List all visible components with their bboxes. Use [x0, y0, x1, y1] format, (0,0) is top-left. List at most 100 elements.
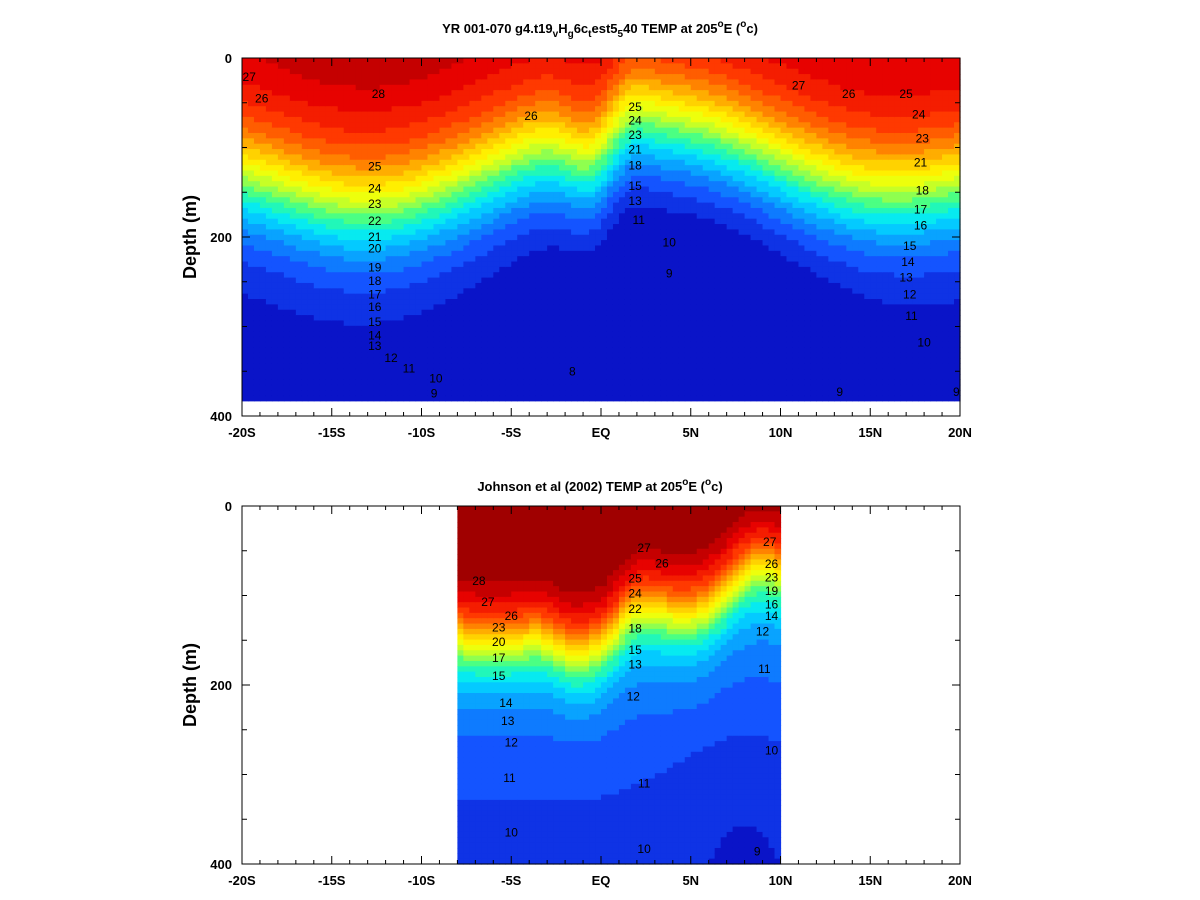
heatmap-cell — [487, 229, 494, 236]
heatmap-cell — [624, 325, 632, 332]
heatmap-cell — [553, 320, 560, 327]
heatmap-cell — [265, 315, 273, 322]
heatmap-cell — [606, 336, 614, 343]
heatmap-cell — [289, 390, 297, 397]
heatmap-cell — [451, 299, 458, 305]
heatmap-cell — [319, 213, 327, 220]
heatmap-cell — [648, 390, 656, 397]
heatmap-cell — [307, 234, 315, 241]
heatmap-cell — [648, 357, 656, 364]
heatmap-cell — [319, 245, 327, 252]
heatmap-cell — [331, 256, 339, 263]
heatmap-cell — [499, 159, 506, 166]
heatmap-cell — [271, 336, 279, 343]
heatmap-cell — [690, 395, 698, 402]
heatmap-cell — [654, 277, 662, 284]
heatmap-cell — [379, 106, 387, 113]
heatmap-cell — [666, 229, 674, 236]
heatmap-cell — [690, 106, 698, 113]
heatmap-cell — [355, 261, 363, 268]
heatmap-cell — [469, 245, 476, 252]
heatmap-cell — [433, 336, 441, 343]
heatmap-cell — [385, 154, 393, 161]
heatmap-cell — [349, 116, 357, 123]
heatmap-cell — [529, 288, 536, 295]
heatmap-cell — [337, 395, 345, 402]
heatmap-cell — [642, 186, 650, 193]
heatmap-cell — [445, 288, 453, 295]
heatmap-cell — [678, 202, 686, 209]
heatmap-cell — [523, 132, 530, 139]
heatmap-cell — [427, 170, 435, 177]
heatmap-cell — [331, 384, 339, 391]
heatmap-cell — [505, 331, 512, 338]
heatmap-cell — [505, 390, 512, 397]
heatmap-cell — [265, 229, 273, 236]
heatmap-cell — [517, 261, 524, 268]
heatmap-cell — [391, 224, 399, 230]
heatmap-cell — [529, 250, 536, 257]
heatmap-cell — [295, 181, 303, 188]
heatmap-cell — [242, 293, 249, 300]
heatmap-cell — [654, 154, 662, 161]
heatmap-cell — [648, 159, 656, 166]
heatmap-cell — [636, 304, 644, 311]
heatmap-cell — [277, 240, 285, 247]
heatmap-cell — [702, 299, 710, 305]
heatmap-cell — [242, 106, 249, 113]
heatmap-cell — [289, 363, 297, 370]
heatmap-cell — [259, 256, 267, 263]
heatmap-cell — [559, 175, 566, 182]
heatmap-cell — [253, 197, 261, 204]
heatmap-cell — [313, 304, 321, 311]
heatmap-cell — [445, 352, 453, 359]
heatmap-cell — [313, 159, 321, 166]
heatmap-cell — [295, 186, 303, 193]
heatmap-cell — [355, 277, 363, 284]
heatmap-cell — [475, 304, 482, 311]
heatmap-cell — [421, 363, 429, 370]
heatmap-cell — [589, 261, 596, 268]
heatmap-cell — [487, 218, 494, 225]
heatmap-cell — [361, 256, 369, 263]
heatmap-cell — [373, 272, 381, 279]
heatmap-cell — [283, 379, 291, 386]
heatmap-cell — [313, 58, 321, 64]
heatmap-cell — [319, 357, 327, 364]
heatmap-cell — [373, 122, 381, 129]
heatmap-cell — [475, 357, 482, 364]
heatmap-cell — [385, 331, 393, 338]
heatmap-cell — [247, 266, 255, 273]
heatmap-cell — [391, 138, 399, 145]
heatmap-cell — [319, 202, 327, 209]
heatmap-cell — [547, 224, 554, 230]
heatmap-cell — [242, 122, 249, 129]
heatmap-cell — [361, 111, 369, 118]
heatmap-cell — [589, 186, 596, 193]
heatmap-cell — [331, 325, 339, 332]
heatmap-cell — [547, 282, 554, 289]
heatmap-cell — [379, 224, 387, 230]
heatmap-cell — [295, 229, 303, 236]
heatmap-cell — [385, 282, 393, 289]
heatmap-cell — [547, 90, 554, 97]
heatmap-cell — [648, 277, 656, 284]
heatmap-cell — [289, 299, 297, 305]
heatmap-cell — [253, 293, 261, 300]
heatmap-cell — [265, 63, 273, 70]
heatmap-cell — [289, 234, 297, 241]
heatmap-cell — [696, 122, 704, 129]
heatmap-cell — [331, 165, 339, 172]
heatmap-cell — [487, 159, 494, 166]
heatmap-cell — [373, 347, 381, 354]
heatmap-cell — [559, 197, 566, 204]
heatmap-cell — [642, 282, 650, 289]
heatmap-cell — [547, 175, 554, 182]
heatmap-cell — [247, 132, 255, 139]
heatmap-cell — [583, 256, 590, 263]
heatmap-cell — [642, 218, 650, 225]
heatmap-cell — [379, 245, 387, 252]
heatmap-cell — [523, 197, 530, 204]
heatmap-cell — [397, 234, 405, 241]
heatmap-cell — [469, 175, 476, 182]
